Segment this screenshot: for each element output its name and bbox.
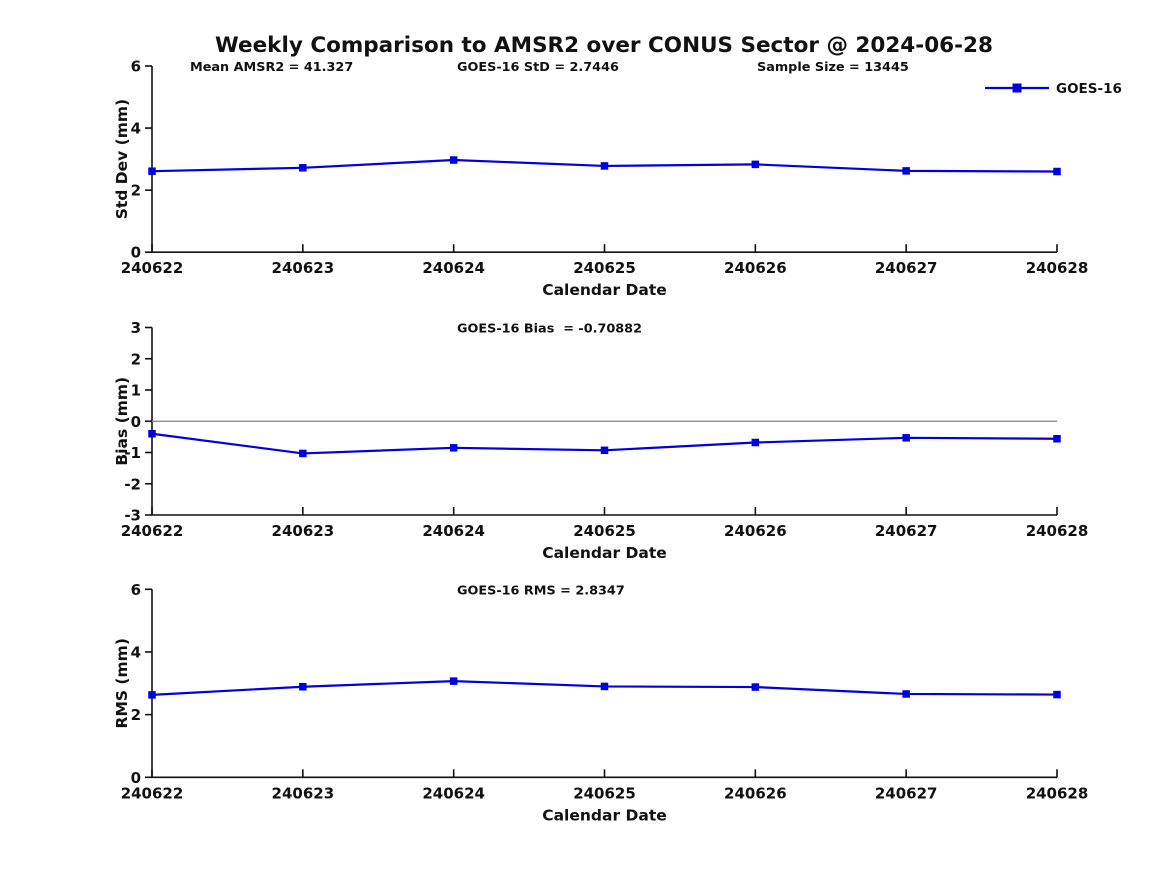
- y-tick-label: 0: [131, 769, 141, 787]
- annotation-text: GOES-16 RMS = 2.8347: [457, 583, 625, 598]
- data-point-marker: [299, 164, 307, 172]
- y-tick-label: 1: [131, 382, 141, 400]
- x-tick-label: 240625: [573, 259, 636, 277]
- data-point-marker: [600, 446, 609, 455]
- x-tick-label: 240626: [724, 259, 787, 277]
- data-point-marker: [902, 690, 910, 698]
- data-point-marker: [1053, 167, 1061, 176]
- x-tick-label: 240624: [422, 784, 485, 802]
- data-point-marker: [751, 683, 760, 691]
- y-tick-label: 3: [131, 319, 141, 337]
- y-axis-title: Bias (mm): [113, 377, 131, 466]
- y-tick-label: -1: [124, 444, 141, 462]
- y-axis-title: RMS (mm): [113, 638, 131, 728]
- x-tick-label: 240626: [724, 522, 787, 540]
- x-tick-label: 240622: [121, 784, 184, 802]
- y-tick-label: 0: [131, 413, 141, 431]
- data-point-marker: [148, 430, 156, 438]
- data-point-marker: [449, 444, 458, 452]
- y-tick-label: 6: [131, 581, 141, 599]
- x-tick-label: 240628: [1026, 259, 1089, 277]
- y-tick-label: 0: [131, 244, 141, 262]
- data-point-marker: [600, 682, 609, 691]
- data-point-marker: [1053, 690, 1061, 699]
- subplot-rms: 0 2 4 6 240622 240623 240624 240625 240626 240627…: [113, 581, 1088, 825]
- x-tick-label: 240625: [573, 522, 636, 540]
- x-axis-title: Calendar Date: [542, 806, 667, 824]
- x-axis-title: Calendar Date: [542, 281, 667, 299]
- x-tick-label: 240627: [875, 259, 938, 277]
- y-tick-label: 2: [131, 350, 141, 368]
- y-axis-title: Std Dev (mm): [113, 99, 131, 219]
- data-point-marker: [902, 167, 910, 175]
- x-tick-label: 240628: [1026, 522, 1089, 540]
- legend-square-marker-icon: [1012, 83, 1022, 93]
- x-tick-label: 240623: [272, 522, 335, 540]
- x-tick-label: 240627: [875, 784, 938, 802]
- annotation-text: Sample Size = 13445: [757, 60, 909, 75]
- y-tick-label: -2: [124, 475, 141, 493]
- subplot-std-dev: 0 2 4 6 240622 240623 240624 240625 240626 240627…: [113, 58, 1088, 300]
- y-tick-label: 4: [131, 120, 141, 138]
- data-point-marker: [299, 449, 307, 458]
- y-tick-label: 4: [131, 643, 141, 661]
- data-point-marker: [449, 677, 458, 685]
- x-tick-label: 240628: [1026, 784, 1089, 802]
- x-tick-label: 240623: [272, 259, 335, 277]
- x-tick-label: 240625: [573, 784, 636, 802]
- data-point-marker: [449, 156, 458, 164]
- x-tick-label: 240626: [724, 784, 787, 802]
- y-tick-label: -3: [124, 507, 141, 525]
- y-tick-label: 6: [131, 58, 141, 76]
- data-point-marker: [148, 691, 156, 699]
- x-tick-label: 240624: [422, 259, 485, 277]
- y-tick-label: 2: [131, 182, 141, 200]
- x-tick-label: 240622: [121, 259, 184, 277]
- data-point-marker: [299, 682, 307, 691]
- x-axis-title: Calendar Date: [542, 544, 667, 562]
- x-tick-label: 240627: [875, 522, 938, 540]
- x-tick-label: 240622: [121, 522, 184, 540]
- chart-title: Weekly Comparison to AMSR2 over CONUS Se…: [215, 33, 993, 58]
- data-point-marker: [902, 434, 910, 442]
- annotation-text: Mean AMSR2 = 41.327: [190, 60, 353, 75]
- x-tick-label: 240623: [272, 784, 335, 802]
- y-tick-label: 2: [131, 706, 141, 724]
- legend-label: GOES-16: [1056, 81, 1122, 97]
- x-tick-label: 240624: [422, 522, 485, 540]
- data-point-marker: [148, 167, 156, 175]
- legend: GOES-16: [985, 81, 1122, 97]
- annotation-text: GOES-16 Bias = -0.70882: [457, 322, 642, 337]
- data-point-marker: [751, 438, 760, 447]
- data-point-marker: [600, 162, 609, 170]
- annotation-text: GOES-16 StD = 2.7446: [457, 60, 619, 75]
- data-point-marker: [751, 160, 760, 169]
- data-point-marker: [1053, 435, 1061, 443]
